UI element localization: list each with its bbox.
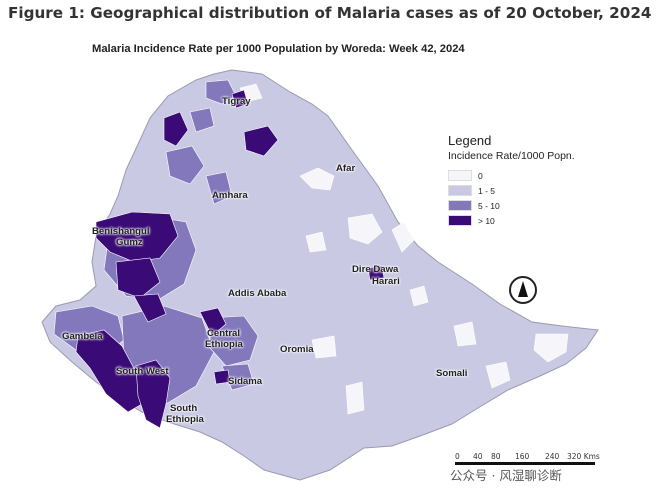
legend-swatch xyxy=(448,215,472,226)
legend-label: 1 - 5 xyxy=(478,185,496,196)
zone-dark-dire-dawa xyxy=(367,265,385,281)
zone-medium-central xyxy=(209,315,259,367)
region-label-dire-dawa: Dire Dawa xyxy=(352,264,399,275)
zone-dark-gambela xyxy=(75,329,143,413)
region-label-south: South xyxy=(170,403,198,414)
region-label-ethiopia-south: Ethiopia xyxy=(166,414,204,425)
legend: Legend Incidence Rate/1000 Popn. 0 1 - 5 5… xyxy=(448,133,618,228)
region-label-south-west: South West xyxy=(116,366,169,377)
region-label-benishangul: Benishangul xyxy=(92,226,150,237)
region-label-somali: Somali xyxy=(436,368,468,379)
region-label-afar: Afar xyxy=(336,163,356,174)
region-label-harari: Harari xyxy=(372,276,400,287)
zone-dark-southwest xyxy=(135,359,171,429)
region-label-tigray: Tigray xyxy=(222,96,251,107)
watermark: 公众号 · 风湿聊诊断 xyxy=(450,468,562,483)
zone-dark-tigray-south xyxy=(231,89,249,109)
north-arrow-icon xyxy=(509,276,537,304)
region-label-sidama: Sidama xyxy=(228,376,263,387)
zone-medium-tigray xyxy=(205,79,237,105)
zone-dark-tigray-west xyxy=(163,111,189,147)
zone-light-center xyxy=(305,231,327,253)
region-label-gambela: Gambela xyxy=(62,331,103,342)
zone-dark-central xyxy=(199,307,227,337)
legend-swatch xyxy=(448,185,472,196)
zone-light-east-2 xyxy=(391,221,415,253)
zone-medium-amhara-2 xyxy=(205,171,233,205)
map-title: Malaria Incidence Rate per 1000 Populati… xyxy=(92,43,465,55)
zone-dark-tigray-east xyxy=(243,125,279,157)
legend-swatch xyxy=(448,200,472,211)
figure-title: Figure 1: Geographical distribution of M… xyxy=(8,4,652,22)
legend-label: > 10 xyxy=(478,215,495,226)
scale-tick-label: 240 xyxy=(545,452,560,461)
zone-medium-amhara-3 xyxy=(189,107,215,133)
legend-swatch xyxy=(448,170,472,181)
legend-item: 0 xyxy=(448,168,618,183)
region-label-central: Central xyxy=(207,328,241,339)
zone-dark-benishangul xyxy=(95,211,179,263)
zone-light-oromia xyxy=(311,335,337,359)
region-label-oromia: Oromia xyxy=(280,344,314,355)
region-label-ethiopia-central: Ethiopia xyxy=(205,339,243,350)
zone-dark-west-mid xyxy=(115,257,161,299)
arrow-shape xyxy=(518,281,528,297)
scale-tick-label: 80 xyxy=(491,452,501,461)
zone-light-east-1 xyxy=(347,213,383,245)
zone-light-somali-4 xyxy=(453,321,477,347)
legend-title: Legend xyxy=(448,133,492,148)
scale-tick-label: 0 xyxy=(455,452,460,461)
legend-label: 5 - 10 xyxy=(478,200,500,211)
legend-label: 0 xyxy=(478,170,483,181)
zone-light-somali-1 xyxy=(533,333,569,363)
zone-light-afar xyxy=(299,167,335,191)
legend-item: 5 - 10 xyxy=(448,198,618,213)
scale-tick-label: 160 xyxy=(515,452,530,461)
zone-light-somali-3 xyxy=(345,381,365,415)
scale-tick-label: 320 Kms xyxy=(567,452,600,461)
legend-item: > 10 xyxy=(448,213,618,228)
scale-line xyxy=(455,462,595,465)
zone-dark-west-north xyxy=(133,293,167,323)
region-label-gumz: Gumz xyxy=(116,237,143,248)
legend-subtitle: Incidence Rate/1000 Popn. xyxy=(448,150,575,162)
region-label-addis-ababa: Addis Ababa xyxy=(228,288,287,299)
scale-tick-label: 40 xyxy=(473,452,483,461)
zone-medium-amhara-1 xyxy=(165,145,205,185)
zone-light-somali-2 xyxy=(485,361,511,389)
region-label-amhara: Amhara xyxy=(212,190,248,201)
legend-item: 1 - 5 xyxy=(448,183,618,198)
zone-light-hararghe xyxy=(409,285,429,307)
zone-dark-sidama xyxy=(213,369,231,385)
